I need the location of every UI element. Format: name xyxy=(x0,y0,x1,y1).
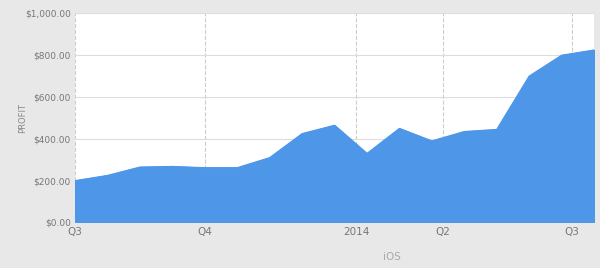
Text: iOS: iOS xyxy=(383,252,401,262)
Y-axis label: PROFIT: PROFIT xyxy=(17,103,26,133)
